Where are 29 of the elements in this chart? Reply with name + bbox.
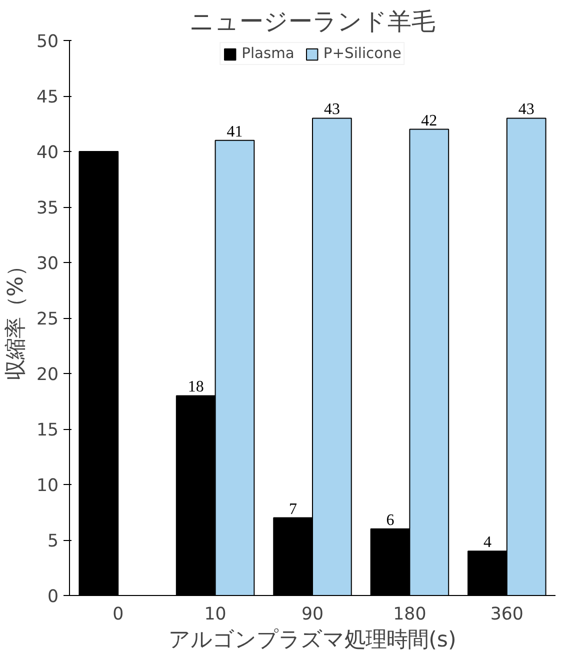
data-label: 18 <box>188 378 204 396</box>
x-tick-label: 180 <box>393 604 426 624</box>
x-axis-title: アルゴンプラズマ処理時間(s) <box>168 628 456 652</box>
y-tick-label: 40 <box>36 143 59 163</box>
y-tick-label: 5 <box>47 532 59 552</box>
data-label: 41 <box>226 123 243 140</box>
x-tick-label: 10 <box>204 604 226 624</box>
y-tick-label: 50 <box>36 32 59 52</box>
data-label: 42 <box>421 112 438 130</box>
x-tick-label: 0 <box>112 604 124 624</box>
x-tick-label: 90 <box>301 604 324 624</box>
y-tick-label: 10 <box>36 476 59 496</box>
legend-label: P+Silicone <box>323 45 402 62</box>
legend-label: Plasma <box>242 45 294 62</box>
data-label: 7 <box>289 500 298 518</box>
data-label: 6 <box>386 512 394 529</box>
data-label: 43 <box>518 101 534 118</box>
y-tick-label: 20 <box>36 365 59 385</box>
y-tick-label: 25 <box>36 310 59 330</box>
y-tick-label: 30 <box>36 254 59 274</box>
data-label: 4 <box>483 534 492 552</box>
y-tick-label: 35 <box>36 198 59 218</box>
y-tick-label: 15 <box>36 420 59 440</box>
data-label: 43 <box>324 101 340 118</box>
y-tick-label: 0 <box>47 587 59 607</box>
y-tick-label: 45 <box>36 88 59 108</box>
x-tick-label: 360 <box>490 604 524 624</box>
y-axis-title: 収縮率（%） <box>3 255 28 381</box>
chart-title: ニュージーランド羊毛 <box>190 8 436 36</box>
